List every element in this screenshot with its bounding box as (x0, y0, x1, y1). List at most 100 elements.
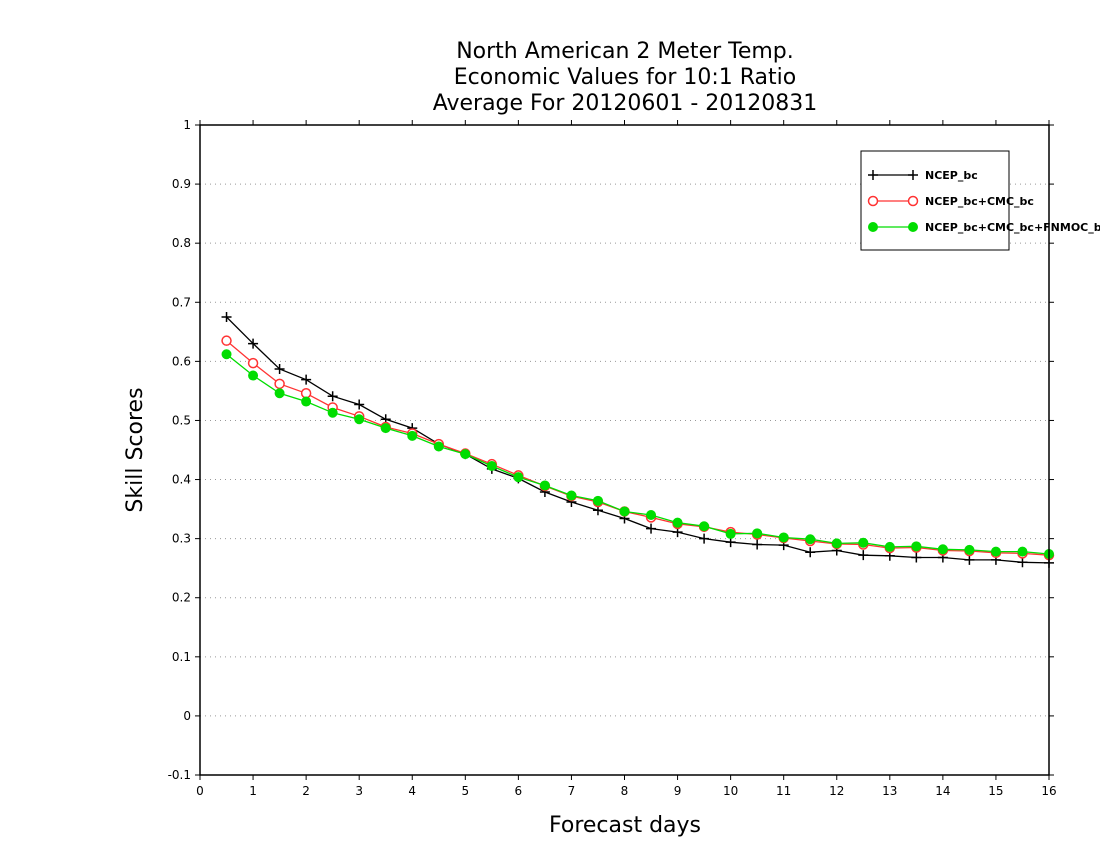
data-point (805, 547, 816, 558)
data-point (354, 399, 365, 410)
legend-marker (908, 170, 918, 180)
x-tick-label: 0 (196, 784, 204, 798)
legend-marker (908, 222, 918, 232)
y-tick-label: 0.9 (172, 177, 191, 191)
data-point (911, 541, 922, 552)
legend-item: NCEP_bc (868, 169, 978, 182)
data-point (221, 349, 232, 360)
data-point (778, 532, 789, 543)
y-tick-label: 0.6 (172, 354, 191, 368)
y-axis-label: Skill Scores (123, 387, 148, 512)
data-point (752, 528, 763, 539)
legend: NCEP_bc NCEP_bc+CMC_bc NCEP_bc+CMC_bc+FNMO… (860, 150, 1100, 251)
grid-lines (200, 183, 1049, 717)
y-tick-label: 0.2 (172, 591, 191, 605)
x-tick-label: 15 (988, 784, 1003, 798)
data-point (699, 521, 710, 532)
data-point (566, 490, 577, 501)
data-point (858, 550, 869, 561)
x-tick-label: 9 (674, 784, 682, 798)
data-point (964, 544, 975, 555)
data-point (486, 460, 497, 471)
data-point (1017, 557, 1028, 568)
data-point (752, 539, 763, 550)
y-tick-label: 0.4 (172, 473, 191, 487)
y-tick-label: 1 (183, 118, 191, 132)
x-tick-label: 7 (568, 784, 576, 798)
data-point (300, 388, 312, 399)
legend-marker (867, 195, 879, 207)
y-tick-label: 0.7 (172, 295, 191, 309)
data-point (725, 528, 736, 539)
data-point (619, 506, 630, 517)
x-tick-label: 2 (302, 784, 310, 798)
data-point (1017, 546, 1028, 557)
data-point (247, 357, 259, 369)
x-tick-label: 6 (515, 784, 523, 798)
chart-subtitle-2: Average For 20120601 - 20120831 (433, 91, 818, 116)
x-tick-label: 13 (882, 784, 897, 798)
x-tick-label: 3 (355, 784, 363, 798)
legend-item: NCEP_bc+CMC_bc (867, 195, 1034, 208)
y-tick-label: -0.1 (168, 768, 191, 782)
legend-marker (907, 195, 919, 207)
y-tick-label: 0.3 (172, 532, 191, 546)
data-point (646, 510, 657, 520)
data-point (433, 441, 444, 452)
y-tick-label: 0.5 (172, 413, 191, 427)
y-tick-label: 0 (183, 709, 191, 723)
data-point (858, 537, 869, 548)
data-point (354, 414, 365, 425)
legend-item: NCEP_bc+CMC_bc+FNMOC_bc (868, 221, 1100, 234)
x-tick-label: 8 (621, 784, 629, 798)
data-point (301, 374, 312, 385)
x-tick-label: 11 (776, 784, 791, 798)
data-point (699, 533, 710, 544)
data-point (380, 423, 391, 434)
data-point (884, 541, 895, 552)
axes: -0.100.10.20.30.40.50.60.70.80.910 1 2 3 4 5 6… (168, 118, 1057, 798)
data-point (301, 396, 312, 407)
data-point (911, 552, 922, 563)
x-tick-label: 10 (723, 784, 738, 798)
data-point (592, 495, 603, 506)
series-3 (221, 349, 1054, 559)
chart-subtitle: Economic Values for 10:1 Ratio (454, 65, 796, 90)
data-point (805, 534, 816, 545)
data-point (221, 312, 232, 323)
x-tick-label: 12 (829, 784, 844, 798)
chart-title: North American 2 Meter Temp. (456, 39, 794, 64)
data-point (248, 338, 259, 349)
data-point (990, 546, 1001, 557)
legend-label: NCEP_bc+CMC_bc+FNMOC_bc (925, 221, 1100, 234)
x-tick-label: 14 (935, 784, 950, 798)
data-point (831, 538, 842, 549)
data-point (274, 388, 285, 399)
data-point (964, 554, 975, 565)
data-point (221, 335, 232, 346)
data-point (672, 517, 683, 528)
data-point (513, 472, 524, 483)
y-tick-label: 0.1 (172, 650, 191, 664)
legend-marker (868, 222, 878, 232)
x-tick-label: 4 (408, 784, 416, 798)
data-point (407, 430, 418, 441)
series-1 (221, 312, 1054, 568)
x-tick-label: 16 (1041, 784, 1056, 798)
series-2 (221, 335, 1055, 561)
data-point (460, 449, 471, 460)
legend-label: NCEP_bc (925, 169, 978, 182)
data-point (937, 544, 948, 555)
data-point (327, 407, 338, 418)
x-tick-label: 5 (461, 784, 469, 798)
legend-label: NCEP_bc+CMC_bc (925, 195, 1034, 208)
data-point (248, 370, 259, 381)
data-point (539, 480, 550, 491)
data-point (274, 364, 285, 375)
y-tick-label: 0.8 (172, 236, 191, 250)
series-line (226, 316, 1050, 564)
data-point (646, 523, 657, 534)
data-point (327, 391, 338, 402)
x-axis-label: Forecast days (549, 813, 701, 838)
series-layer (221, 312, 1055, 568)
